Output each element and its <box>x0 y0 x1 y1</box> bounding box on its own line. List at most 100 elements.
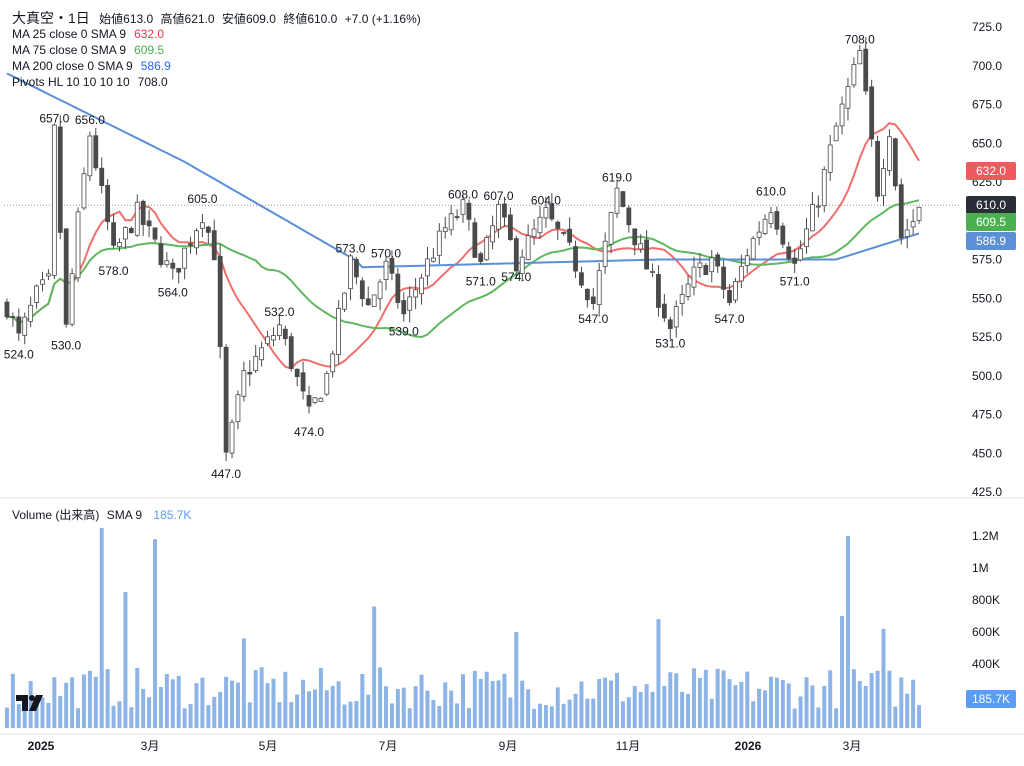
indicator-pivots[interactable]: Pivots HL 10 10 10 10 708.0 <box>12 74 421 90</box>
candle-body <box>371 294 377 307</box>
volume-bar <box>194 683 199 728</box>
candle-body <box>774 211 780 230</box>
volume-bar <box>869 672 874 728</box>
indicator-ma25[interactable]: MA 25 close 0 SMA 9 632.0 <box>12 26 421 42</box>
volume-bar <box>277 702 282 728</box>
candlesticks <box>4 36 922 462</box>
candle-body <box>247 372 253 375</box>
indicator-value: 708.0 <box>137 75 168 89</box>
candle-body <box>436 230 442 256</box>
pivot-label: 531.0 <box>655 337 685 351</box>
candle-body <box>733 281 738 301</box>
ma75-price-tag: 609.5 <box>966 213 1016 231</box>
candle-body <box>348 255 353 290</box>
volume-bar <box>28 681 33 728</box>
open-value: 613.0 <box>123 12 154 26</box>
candle-body <box>170 262 176 269</box>
volume-bar <box>158 687 163 728</box>
candle-body <box>312 397 318 403</box>
candle-body <box>182 247 188 269</box>
volume-bar <box>188 704 193 728</box>
volume-bar <box>307 691 312 728</box>
candle-body <box>608 212 614 245</box>
chart-legend: 大真空・1日 始値613.0 高値621.0 安値609.0 終値610.0 +… <box>12 10 421 90</box>
candle-body <box>697 262 703 268</box>
volume-bar <box>857 681 862 728</box>
volume-bar <box>840 616 845 728</box>
volume-price-tag: 185.7K <box>966 690 1016 708</box>
volume-bar <box>395 688 400 728</box>
candle-body <box>466 202 472 220</box>
candle-body <box>579 272 584 286</box>
candle-body <box>738 265 744 282</box>
symbol-title[interactable]: 大真空・1日 <box>12 10 90 26</box>
candle-body <box>496 204 501 230</box>
candle-body <box>555 221 561 229</box>
indicator-ma75[interactable]: MA 75 close 0 SMA 9 609.5 <box>12 42 421 58</box>
price-tick-label: 450.0 <box>972 446 1002 460</box>
volume-bar <box>727 679 732 728</box>
volume-bar <box>253 670 258 728</box>
price-tick-label: 725.0 <box>972 20 1002 34</box>
volume-bar <box>899 677 904 728</box>
volume-bar <box>117 701 122 728</box>
candle-body <box>430 257 436 262</box>
volume-bar <box>656 619 661 728</box>
indicator-ma200[interactable]: MA 200 close 0 SMA 9 586.9 <box>12 58 421 74</box>
candle-body <box>472 222 478 258</box>
volume-bar <box>644 684 649 728</box>
volume-bar <box>34 699 39 728</box>
volume-bar <box>911 679 916 728</box>
volume-bar <box>318 667 323 728</box>
price-axis[interactable]: 725.0700.0675.0650.0625.0600.0575.0550.0… <box>972 20 1002 499</box>
pivot-label: 604.0 <box>531 194 561 208</box>
tradingview-logo-icon[interactable] <box>14 691 46 715</box>
volume-bar <box>455 703 460 728</box>
candle-body <box>667 319 673 329</box>
volume-bar <box>10 673 15 728</box>
candle-body <box>63 228 69 325</box>
time-axis[interactable]: 2025 3月 5月 7月 9月 11月 2026 3月 <box>28 739 862 753</box>
pivot-label: 619.0 <box>602 170 632 184</box>
candle-body <box>531 228 537 237</box>
volume-bar <box>111 705 116 728</box>
pivot-labels: 657.0 656.0 524.0 530.0 578.0 564.0 605.0 447.0… <box>4 32 875 481</box>
indicator-value: 609.5 <box>134 43 165 57</box>
pivot-label: 573.0 <box>335 242 365 256</box>
candle-body <box>34 285 39 303</box>
volume-legend[interactable]: Volume (出来高) SMA 9 185.7K <box>12 506 191 523</box>
volume-bar <box>472 670 477 728</box>
price-tick-label: 675.0 <box>972 98 1002 112</box>
volume-bar <box>579 681 584 728</box>
candle-body <box>365 298 371 306</box>
candle-body <box>235 394 241 423</box>
volume-bar <box>466 707 471 728</box>
volume-bar <box>135 667 140 728</box>
candle-body <box>4 301 10 318</box>
volume-bar <box>99 528 104 728</box>
candle-body <box>271 335 276 341</box>
volume-bar <box>567 699 572 728</box>
candle-body <box>519 256 525 274</box>
pivot-label: 578.0 <box>99 264 129 278</box>
candle-body <box>105 185 111 223</box>
pivot-label: 539.0 <box>389 324 419 338</box>
candle-body <box>205 226 211 233</box>
pivot-label: 708.0 <box>845 32 875 46</box>
volume-bar <box>141 688 146 728</box>
volume-bar <box>40 697 45 728</box>
candle-body <box>727 289 732 303</box>
volume-bar <box>324 690 329 728</box>
volume-bar <box>763 690 768 728</box>
time-tick-label: 5月 <box>259 739 278 753</box>
volume-bar <box>64 682 69 728</box>
candle-body <box>69 273 75 325</box>
candle-body <box>892 138 898 187</box>
volume-bar <box>757 688 762 728</box>
volume-bar <box>632 686 637 728</box>
pivot-label: 570.0 <box>371 246 401 260</box>
volume-bar <box>780 680 785 728</box>
volume-bar <box>875 670 880 728</box>
volume-bar <box>289 702 294 728</box>
